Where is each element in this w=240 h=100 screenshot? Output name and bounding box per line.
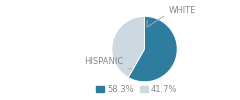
Wedge shape [112,16,144,77]
Wedge shape [128,16,177,82]
Legend: 58.3%, 41.7%: 58.3%, 41.7% [95,84,178,95]
Text: WHITE: WHITE [147,6,196,27]
Text: HISPANIC: HISPANIC [84,57,132,69]
